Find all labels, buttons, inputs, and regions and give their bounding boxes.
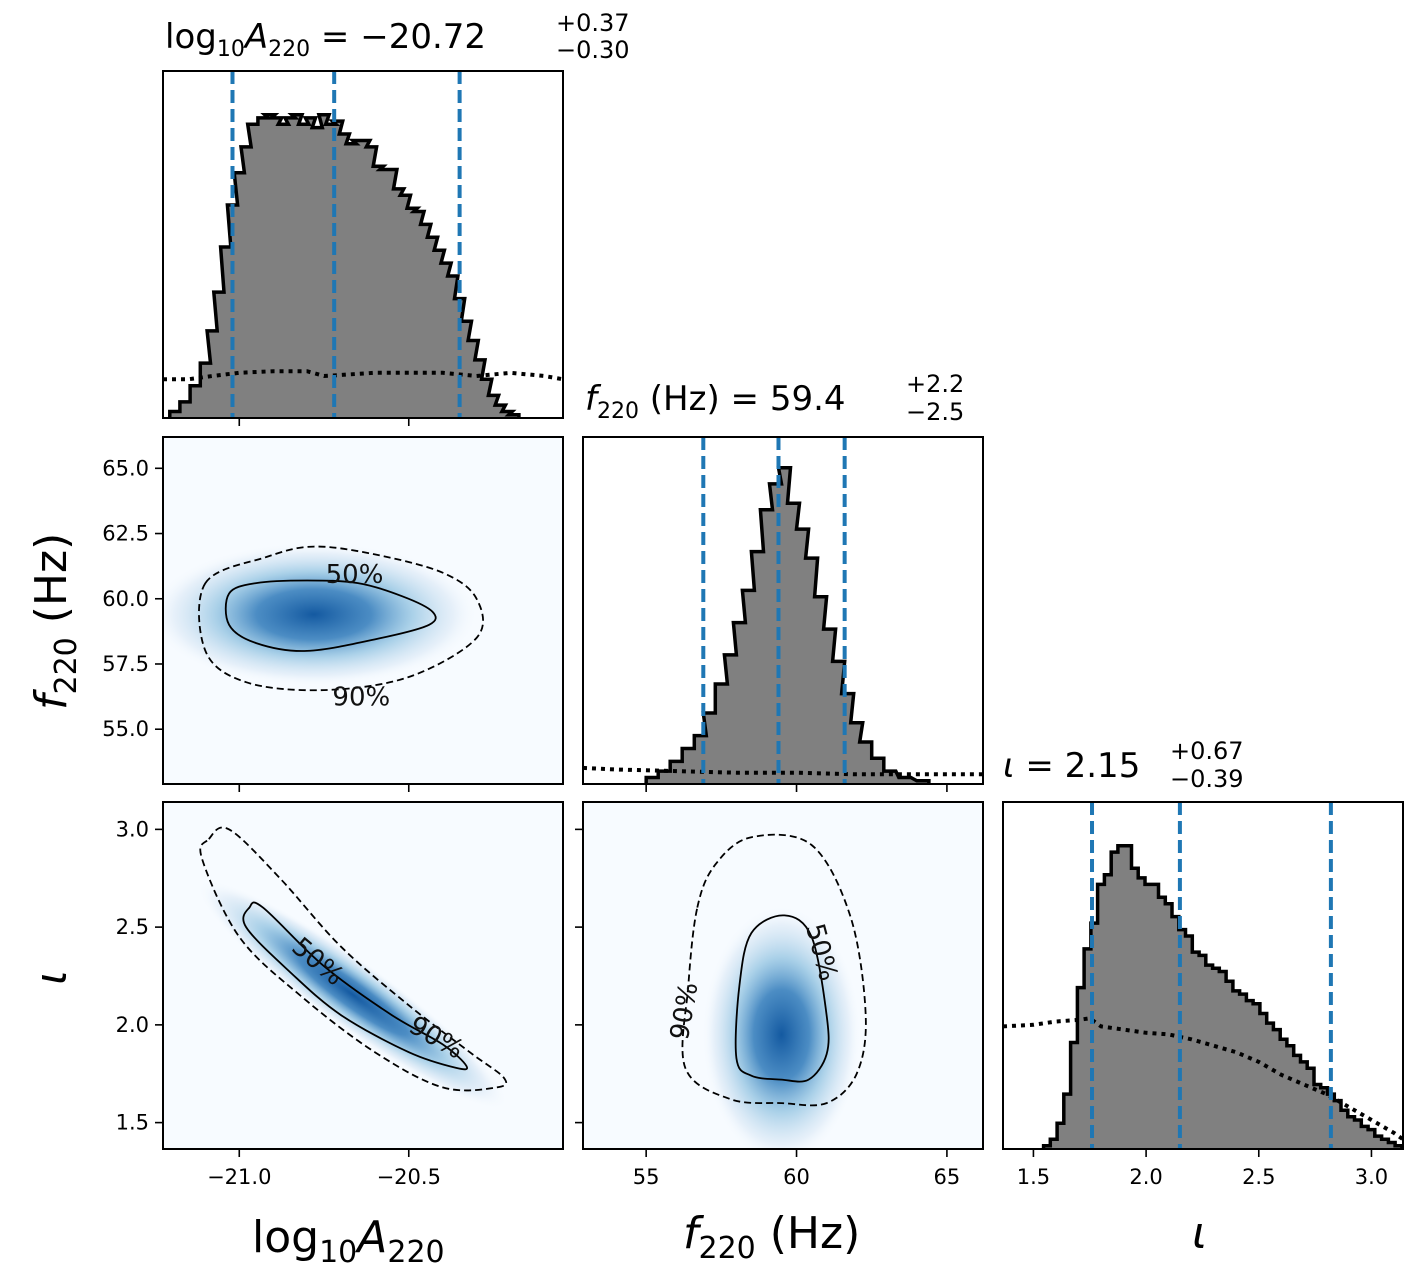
axes-frame-diag-logA [162,70,564,419]
axes-frame-logA-f [162,436,564,785]
y-tick-label-iota: 2.0 [116,1013,149,1037]
contour-50 [734,914,830,1083]
x-tick-label-iota: 3.0 [1355,1165,1388,1189]
title-logA-minus: −0.30 [556,36,630,64]
density-blob [197,880,509,1110]
contour-50 [242,901,468,1071]
hist-panel-f [583,437,983,784]
axes-frame-logA-iota [162,801,564,1150]
title-f220-minus: −2.5 [906,398,964,426]
title-iota-plus: +0.67 [1170,737,1244,765]
prior-curve-f [583,765,983,777]
x-tick-label-f: 55 [633,1165,660,1189]
joint-panel-f-iota: 50%90% [583,802,983,1149]
density-blob [702,905,861,1149]
title-iota: ι = 2.15 [1003,746,1140,786]
axes-frame-diag-f [582,436,984,785]
prior-curve-logA [163,369,563,382]
x-tick-label-iota: 1.5 [1017,1165,1050,1189]
contour-90 [199,826,508,1092]
joint-panel-logA-iota: 50%90% [163,802,563,1149]
joint-panel-logA-f: 50% 90% [163,437,563,784]
x-tick-label-iota: 2.5 [1242,1165,1275,1189]
x-tick-label-f: 60 [783,1165,810,1189]
prior-curve-iota [1003,1016,1403,1141]
y-tick-label-iota: 3.0 [116,817,149,841]
title-logA: log10A220 = −20.72 [165,17,486,62]
y-tick-label-iota: 1.5 [116,1111,149,1135]
y-tick-label-f: 65.0 [102,456,149,480]
hist-panel-logA [163,71,563,418]
title-iota-minus: −0.39 [1170,765,1244,793]
y-tick-label-f: 60.0 [102,587,149,611]
xlabel-iota: ι [1192,1208,1207,1259]
title-f220-plus: +2.2 [906,370,964,398]
contour-label-0: 50% [326,560,384,590]
x-tick-label-logA: −21.0 [207,1165,271,1189]
axes-frame-diag-iota [1002,801,1404,1150]
title-f220: f220 (Hz) = 59.4 [585,379,846,424]
contour-90 [198,545,484,692]
ylabel-iota: ι [26,970,77,985]
x-tick-label-f: 65 [934,1165,961,1189]
histogram-fill-f [646,467,929,784]
x-tick-label-iota: 2.0 [1129,1165,1162,1189]
y-tick-label-f: 55.0 [102,717,149,741]
y-tick-label-f: 57.5 [102,652,149,676]
xlabel-logA: log10A220 [252,1212,445,1270]
xlabel-f220: f220 (Hz) [683,1208,860,1266]
histogram-fill-logA [169,114,519,418]
contour-label-1: 90% [332,682,390,712]
hist-panel-iota [1003,802,1403,1149]
histogram-step-f [644,465,931,784]
axes-frame-f-iota [582,801,984,1150]
histogram-step-logA [168,112,521,418]
ylabel-f220: f220 (Hz) [26,533,84,710]
x-tick-label-logA: −20.5 [377,1165,441,1189]
contour-90 [681,833,867,1107]
y-tick-label-iota: 2.5 [116,915,149,939]
density-blob [163,542,478,687]
histogram-step-iota [1041,843,1403,1149]
contour-50 [224,579,437,652]
title-logA-plus: +0.37 [556,9,630,37]
y-tick-label-f: 62.5 [102,522,149,546]
